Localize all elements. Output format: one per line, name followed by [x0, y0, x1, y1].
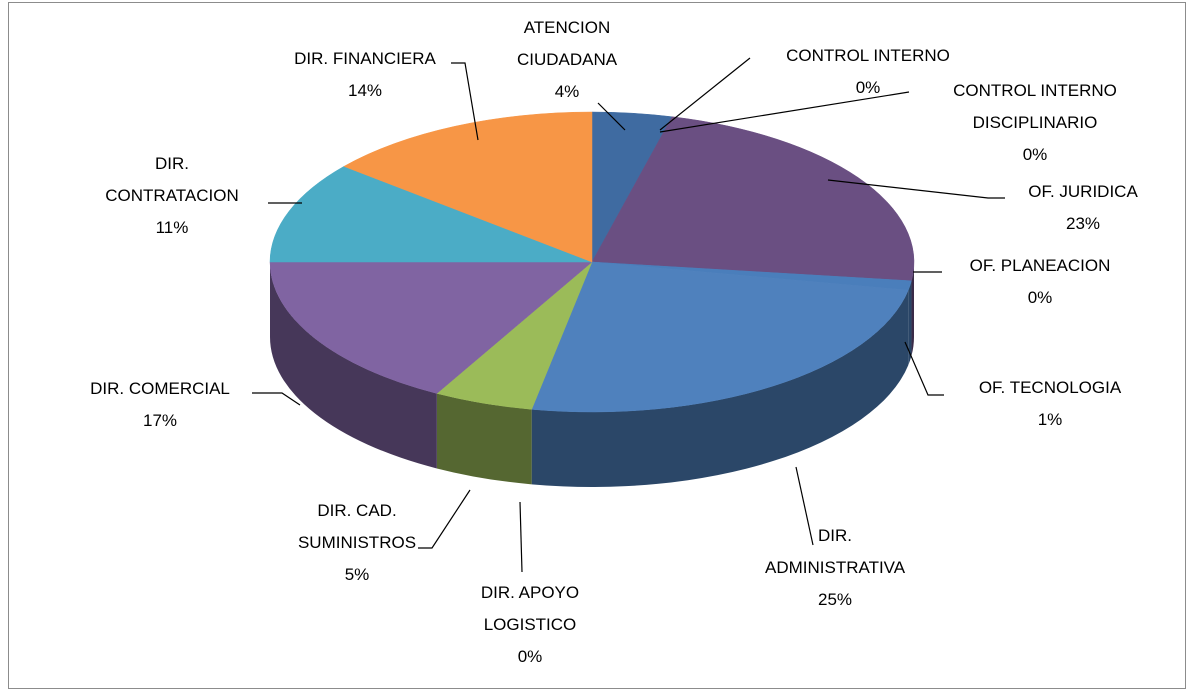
data-label: DIR. CONTRATACION 11%	[97, 148, 247, 244]
slice-name: OF. TECNOLOGIA	[978, 378, 1122, 397]
pie-tops	[269, 111, 915, 413]
slice-value: 0%	[517, 647, 543, 666]
slice-name: DIR. ADMINISTRATIVA	[765, 526, 906, 577]
slice-name: DIR. COMERCIAL	[90, 379, 230, 398]
chart-border	[8, 2, 1186, 689]
slice-side	[911, 262, 914, 356]
slice-name: DIR. CAD. SUMINISTROS	[297, 501, 417, 552]
leader-line	[252, 392, 301, 406]
pie-sides	[270, 262, 914, 487]
slice-side	[531, 290, 909, 487]
slice	[591, 116, 915, 282]
data-label: DIR. COMERCIAL 17%	[60, 373, 260, 437]
slice-value: 11%	[155, 218, 189, 237]
slice-value: 5%	[344, 565, 370, 584]
data-label: DIR. APOYO LOGISTICO 0%	[470, 577, 590, 673]
slice-name: OF. JURIDICA	[1028, 182, 1138, 201]
data-label: ATENCION CIUDADANA 4%	[512, 12, 622, 108]
slice-value: 23%	[1065, 214, 1101, 233]
data-label: OF. PLANEACION 0%	[945, 250, 1135, 314]
slice-value: 0%	[1027, 288, 1053, 307]
slice-name: DIR. APOYO LOGISTICO	[480, 583, 580, 634]
leader-line	[659, 91, 910, 133]
data-label: DIR. FINANCIERA 14%	[265, 43, 465, 107]
slice-value: 25%	[817, 590, 853, 609]
slice-name: DIR. FINANCIERA	[294, 49, 436, 68]
data-label: CONTROL INTERNO DISCIPLINARIO 0%	[950, 75, 1120, 171]
slice-name: DIR. CONTRATACION	[105, 154, 239, 205]
leader-line	[795, 466, 814, 546]
leader-line	[597, 102, 626, 131]
data-label: DIR. ADMINISTRATIVA 25%	[765, 520, 905, 616]
slice-value: 17%	[142, 411, 178, 430]
slice-value: 1%	[1037, 410, 1063, 429]
leader-line	[451, 62, 479, 141]
slice-name: CONTROL INTERNO	[786, 46, 950, 65]
slice-value: 0%	[1022, 145, 1048, 164]
slice	[343, 111, 593, 263]
data-label: OF. TECNOLOGIA 1%	[955, 372, 1145, 436]
slice-side	[436, 393, 532, 485]
data-label: DIR. CAD. SUMINISTROS 5%	[297, 495, 417, 591]
slice-name: CONTROL INTERNO DISCIPLINARIO	[953, 81, 1117, 132]
slice	[269, 261, 593, 394]
slice	[269, 166, 593, 263]
data-label: CONTROL INTERNO 0%	[773, 40, 963, 104]
slice-value: 0%	[855, 78, 881, 97]
slice-side	[270, 262, 437, 469]
slice	[531, 261, 909, 413]
leader-line	[418, 489, 471, 549]
slice-value: 4%	[554, 82, 580, 101]
slice-side	[908, 280, 912, 366]
leader-line	[827, 179, 1005, 199]
slice-name: ATENCION CIUDADANA	[516, 18, 618, 69]
data-label: OF. JURIDICA 23%	[1008, 176, 1158, 240]
leader-line	[904, 341, 944, 396]
slice-value: 14%	[347, 81, 383, 100]
leader-line	[659, 57, 751, 131]
slice-name: OF. PLANEACION	[969, 256, 1111, 275]
leader-line	[519, 501, 523, 573]
